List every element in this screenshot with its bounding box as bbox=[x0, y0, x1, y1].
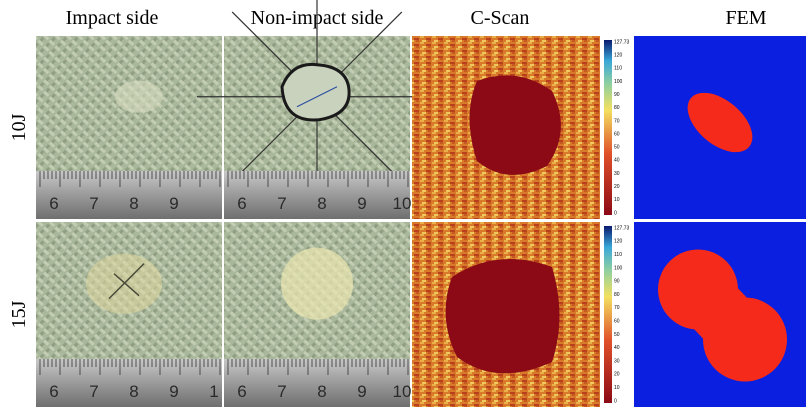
ruler-number: 9 bbox=[169, 382, 178, 401]
ruler-number: 10 bbox=[393, 382, 412, 401]
colorbar-label: 30 bbox=[614, 171, 620, 177]
colorbar-label: 127.73 bbox=[614, 225, 630, 231]
colorbar-label: 90 bbox=[614, 279, 620, 285]
c-scan-damage bbox=[470, 75, 561, 175]
column-header: FEM bbox=[725, 7, 766, 29]
colorbar-label: 110 bbox=[614, 252, 622, 258]
ruler-number: 7 bbox=[277, 382, 286, 401]
ruler-number: 8 bbox=[317, 382, 326, 401]
fem-damage bbox=[698, 290, 745, 340]
ruler-number: 7 bbox=[277, 194, 286, 213]
colorbar-label: 0 bbox=[614, 398, 617, 404]
colorbar-label: 127.73 bbox=[614, 39, 630, 45]
column-header: C-Scan bbox=[471, 7, 530, 29]
colorbar-label: 120 bbox=[614, 52, 623, 58]
row-label: 15J bbox=[8, 300, 30, 328]
damage-outline bbox=[282, 64, 349, 120]
colorbar-label: 30 bbox=[614, 358, 620, 364]
colorbar-label: 40 bbox=[614, 345, 620, 351]
ruler-number: 9 bbox=[169, 194, 178, 213]
ruler-number: 6 bbox=[237, 194, 246, 213]
damage bbox=[281, 248, 353, 320]
colorbar-label: 10 bbox=[614, 197, 620, 203]
c-scan-damage bbox=[446, 259, 560, 373]
ruler-number: 8 bbox=[129, 382, 138, 401]
ruler-number: 6 bbox=[237, 382, 246, 401]
ruler-number: 7 bbox=[89, 194, 98, 213]
column-header: Impact side bbox=[66, 7, 159, 29]
ruler-number: 1 bbox=[209, 382, 218, 401]
colorbar-label: 120 bbox=[614, 239, 623, 245]
colorbar-label: 110 bbox=[614, 66, 622, 72]
damage bbox=[115, 81, 163, 113]
colorbar-label: 90 bbox=[614, 92, 620, 98]
colorbar-label: 50 bbox=[614, 145, 620, 151]
ruler-number: 9 bbox=[357, 194, 366, 213]
ruler-number: 7 bbox=[89, 382, 98, 401]
colorbar-label: 10 bbox=[614, 385, 620, 391]
colorbar-label: 100 bbox=[614, 265, 623, 271]
colorbar-label: 60 bbox=[614, 131, 620, 137]
colorbar-label: 0 bbox=[614, 210, 617, 216]
ruler-number: 9 bbox=[357, 382, 366, 401]
colorbar-label: 80 bbox=[614, 105, 620, 111]
colorbar-label: 50 bbox=[614, 332, 620, 338]
colorbar bbox=[604, 226, 612, 403]
colorbar-label: 60 bbox=[614, 318, 620, 324]
colorbar-label: 40 bbox=[614, 158, 620, 164]
ruler-number: 8 bbox=[317, 194, 326, 213]
ruler-number: 8 bbox=[129, 194, 138, 213]
ruler-number: 10 bbox=[393, 194, 412, 213]
ruler-number: 6 bbox=[49, 194, 58, 213]
ruler-number: 6 bbox=[49, 382, 58, 401]
colorbar-label: 70 bbox=[614, 118, 620, 124]
row-label: 10J bbox=[8, 113, 30, 141]
colorbar-label: 70 bbox=[614, 305, 620, 311]
figure: Impact sideNon-impact sideC-ScanFEM10J67… bbox=[0, 0, 806, 407]
colorbar-label: 80 bbox=[614, 292, 620, 298]
colorbar-label: 100 bbox=[614, 79, 623, 85]
colorbar bbox=[604, 40, 612, 215]
colorbar-label: 20 bbox=[614, 372, 620, 378]
colorbar-label: 20 bbox=[614, 184, 620, 190]
